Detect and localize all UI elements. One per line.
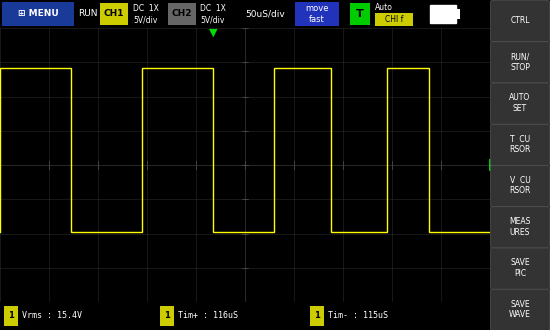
Text: T: T	[356, 9, 364, 19]
Bar	[310, 306, 324, 326]
Bar	[456, 9, 460, 19]
Text: RUN/
STOP: RUN/ STOP	[510, 52, 530, 72]
Text: AUTO
SET: AUTO SET	[509, 93, 531, 113]
Text: 1: 1	[164, 312, 170, 320]
Text: Tim+ : 116uS: Tim+ : 116uS	[178, 312, 238, 320]
Text: Auto: Auto	[375, 3, 393, 12]
Bar	[350, 3, 370, 25]
FancyBboxPatch shape	[491, 207, 549, 248]
Text: 5V/div: 5V/div	[200, 16, 224, 25]
FancyBboxPatch shape	[491, 248, 549, 289]
Text: SAVE
WAVE: SAVE WAVE	[509, 300, 531, 319]
Text: Tim- : 115uS: Tim- : 115uS	[328, 312, 388, 320]
FancyBboxPatch shape	[491, 166, 549, 207]
Text: 1: 1	[8, 312, 14, 320]
Text: RUN: RUN	[78, 10, 98, 18]
Bar	[295, 2, 339, 26]
Bar	[2, 2, 74, 26]
Text: CH2: CH2	[172, 10, 192, 18]
Text: ⊞ MENU: ⊞ MENU	[18, 10, 58, 18]
Text: V  CU
RSOR: V CU RSOR	[509, 176, 531, 195]
Text: CTRL: CTRL	[510, 16, 530, 25]
FancyBboxPatch shape	[491, 289, 549, 330]
FancyBboxPatch shape	[491, 1, 549, 42]
Text: CH1: CH1	[104, 10, 124, 18]
Text: ▼: ▼	[209, 28, 217, 38]
Bar	[430, 5, 456, 23]
Text: T  CU
RSOR: T CU RSOR	[509, 135, 531, 154]
Bar	[375, 13, 413, 26]
Bar	[160, 306, 174, 326]
FancyBboxPatch shape	[491, 83, 549, 124]
Text: 5V/div: 5V/div	[133, 16, 157, 25]
FancyBboxPatch shape	[491, 42, 549, 83]
Text: SAVE
PIC: SAVE PIC	[510, 258, 530, 278]
Text: CHI f: CHI f	[385, 15, 403, 24]
Bar	[168, 3, 196, 25]
Text: 50uS/div: 50uS/div	[245, 10, 285, 18]
Bar	[100, 3, 128, 25]
Text: Vrms : 15.4V: Vrms : 15.4V	[22, 312, 82, 320]
Text: DC  1X: DC 1X	[133, 5, 159, 14]
Text: move
fast: move fast	[305, 4, 329, 24]
Text: T: T	[491, 160, 496, 170]
Bar	[4, 306, 18, 326]
Text: DC  1X: DC 1X	[200, 5, 226, 14]
Text: 1: 1	[314, 312, 320, 320]
Text: MEAS
URES: MEAS URES	[509, 217, 531, 237]
FancyBboxPatch shape	[491, 124, 549, 166]
